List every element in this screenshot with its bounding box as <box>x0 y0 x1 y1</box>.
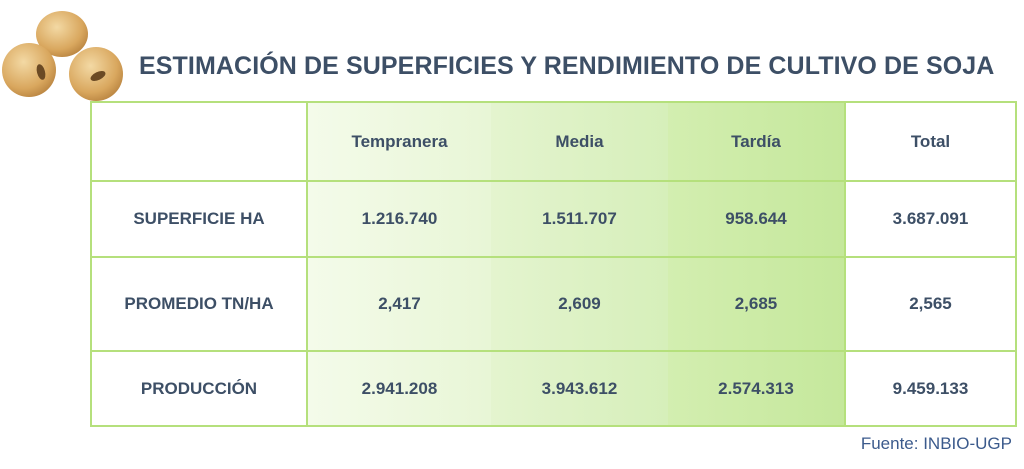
table-border-bottom <box>90 425 1017 427</box>
table-border-top <box>90 101 1017 103</box>
row-label: PROMEDIO TN/HA <box>124 294 274 313</box>
page-title: ESTIMACIÓN DE SUPERFICIES Y RENDIMIENTO … <box>139 52 995 80</box>
column-header: Tempranera <box>351 131 448 151</box>
table-row-divider <box>90 180 1017 182</box>
table-cell: 2,565 <box>909 294 952 313</box>
soybean-icon <box>2 11 123 101</box>
row-label: SUPERFICIE HA <box>133 209 265 228</box>
column-header: Total <box>910 131 951 151</box>
data-table: Tempranera Media Tardía Total SUPERFICIE… <box>90 101 1017 427</box>
table-cell: 2,609 <box>558 294 601 313</box>
row-label: PRODUCCIÓN <box>140 378 258 398</box>
table-border-left <box>90 101 92 427</box>
table-cell: 3.943.612 <box>541 378 618 398</box>
column-bg-tempranera <box>308 101 491 427</box>
table-cell: 3.687.091 <box>892 209 969 228</box>
table-row-divider <box>90 256 1017 258</box>
column-bg-media <box>491 101 668 427</box>
source-note: Fuente: INBIO-UGP <box>860 434 1012 453</box>
table-cell: 1.216.740 <box>361 209 438 228</box>
table-border-right <box>1015 101 1017 427</box>
table-col-divider <box>844 101 846 427</box>
column-header: Tardía <box>731 131 781 151</box>
column-header: Media <box>555 131 604 151</box>
table-cell: 2,417 <box>378 294 421 313</box>
table-cell: 9.459.133 <box>892 378 969 398</box>
table-cell: 2,685 <box>734 294 778 313</box>
table-row-divider <box>90 350 1017 352</box>
table-cell: 1.511.707 <box>542 209 617 228</box>
table-cell: 958.644 <box>725 209 787 228</box>
table-cell: 2.941.208 <box>361 378 438 398</box>
table-cell: 2.574.313 <box>718 378 794 398</box>
column-bg-tardia <box>668 101 844 427</box>
table-col-divider <box>306 101 308 427</box>
